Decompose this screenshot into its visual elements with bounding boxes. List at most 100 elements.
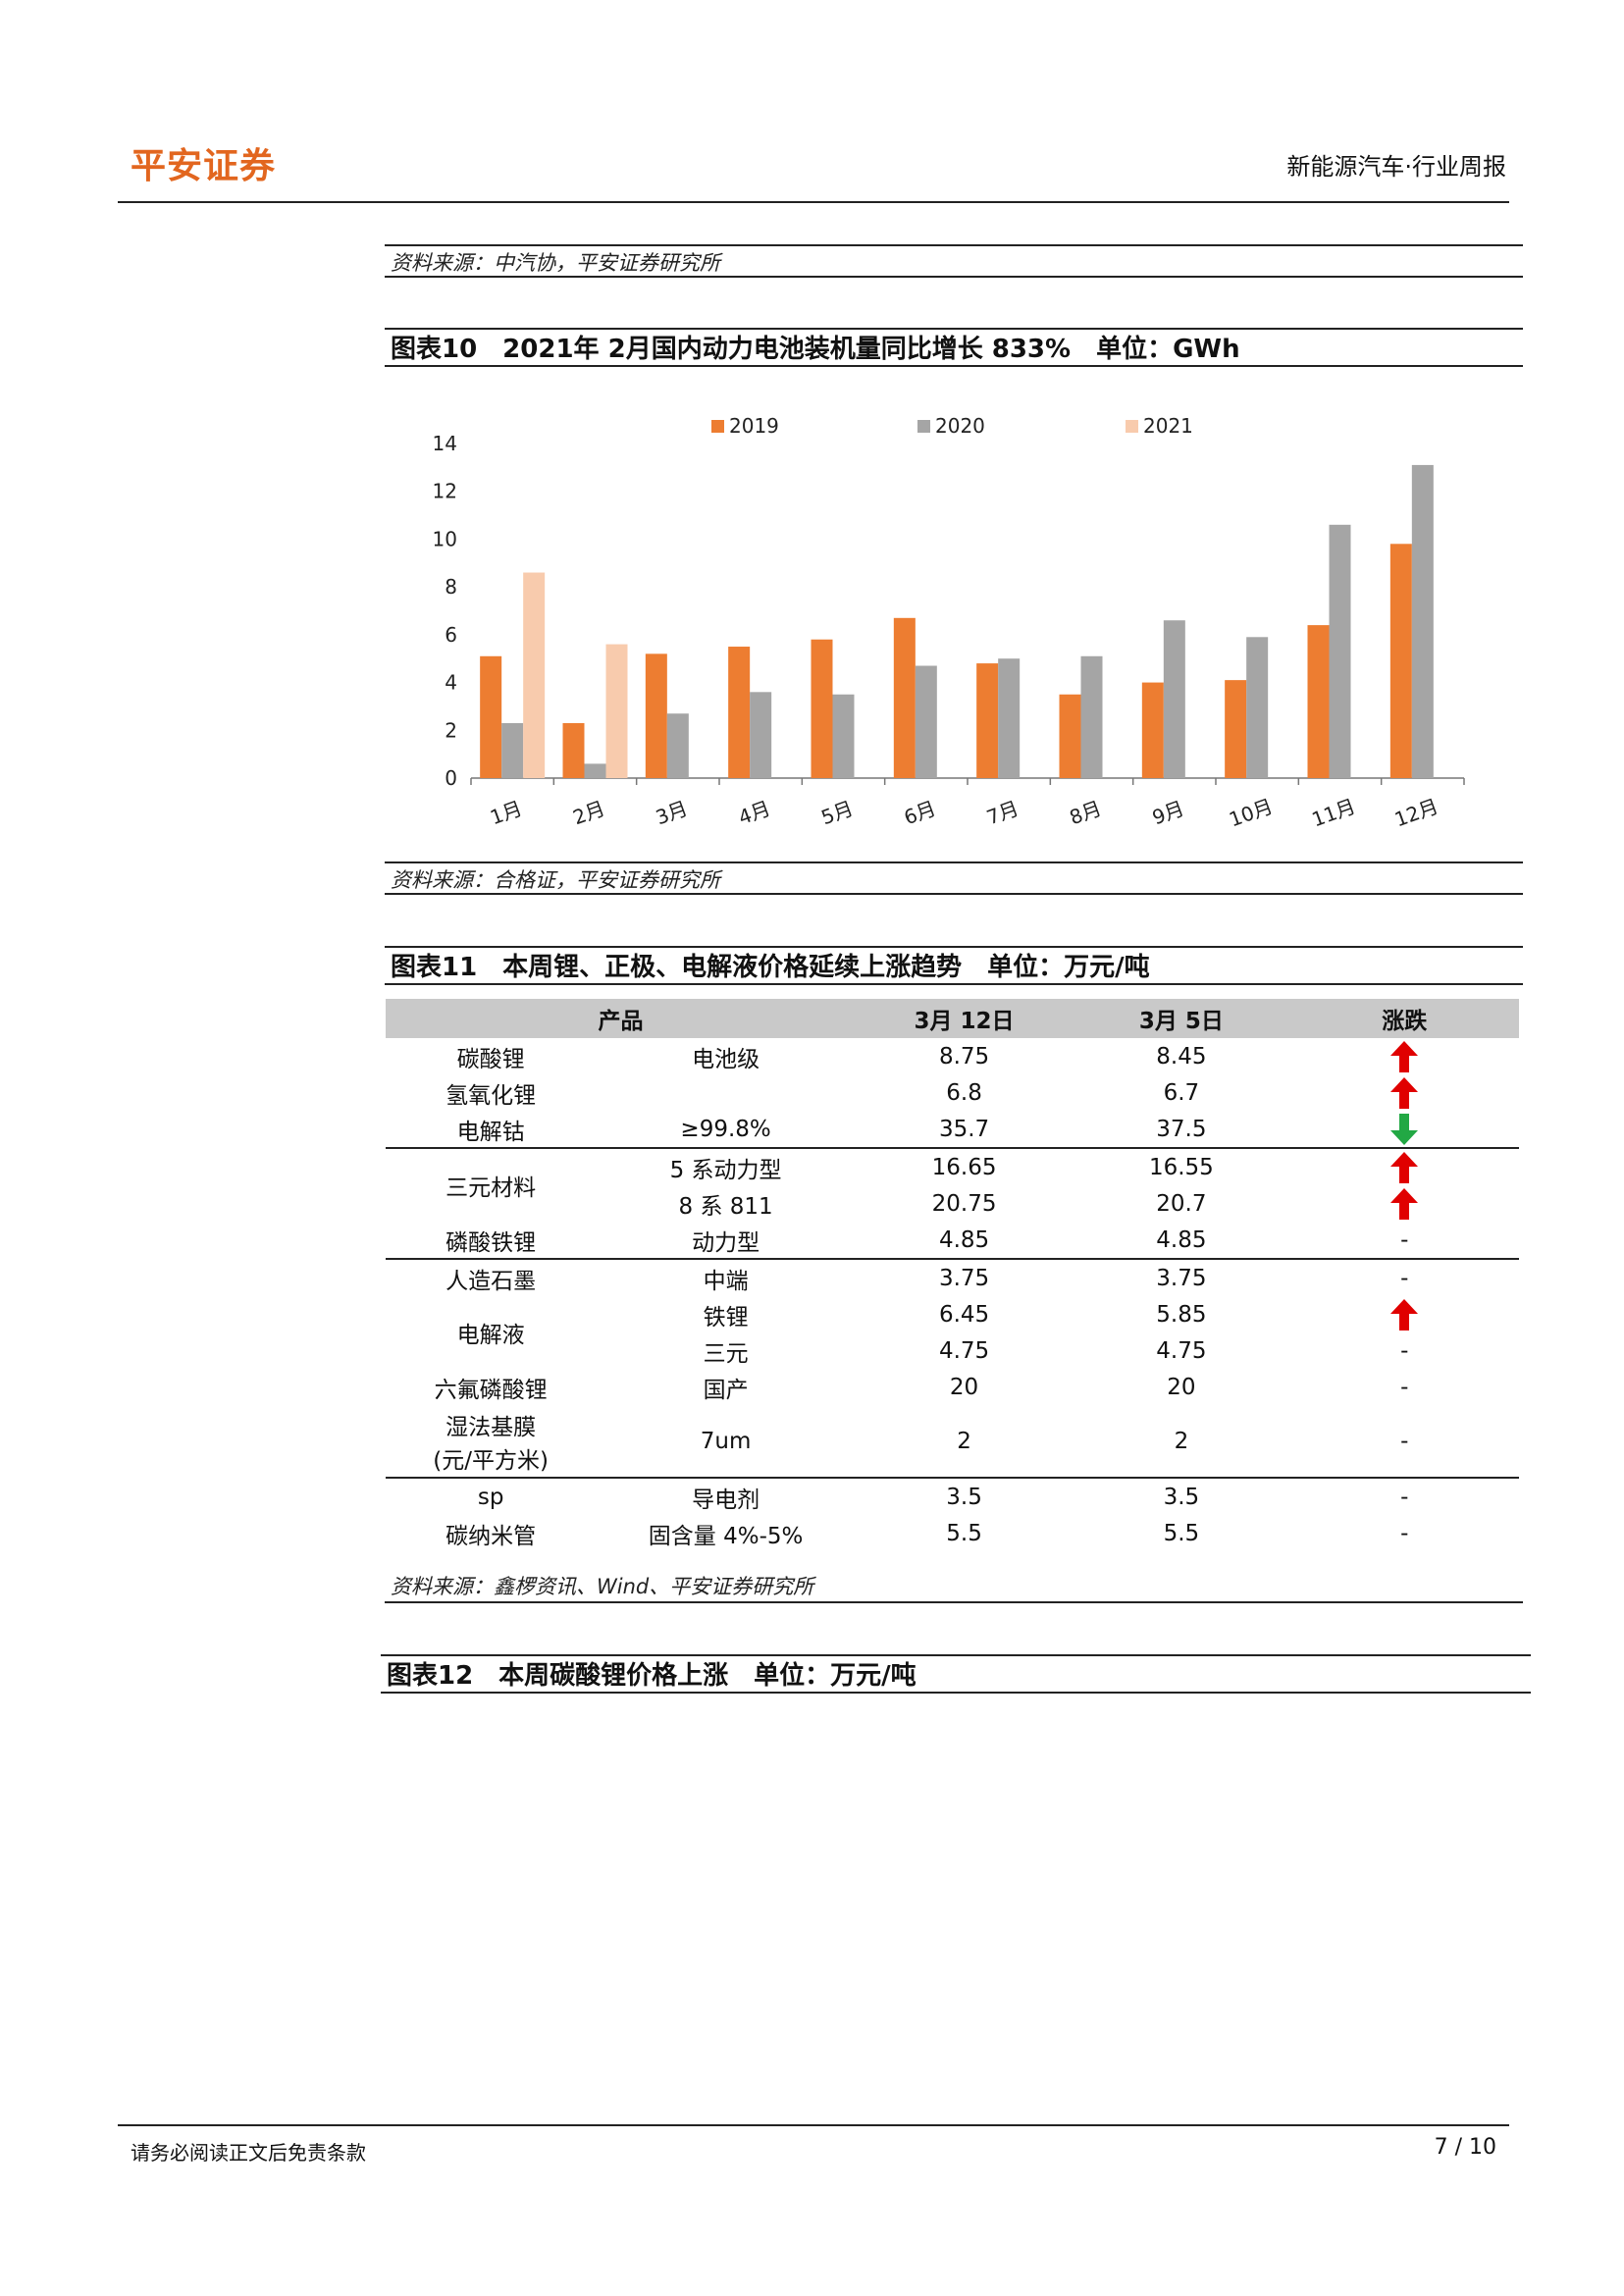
cell-spec: 铁锂: [703, 1304, 749, 1331]
legend-label-2019: 2019: [729, 414, 779, 438]
cell-spec: 国产: [703, 1377, 749, 1403]
x-tick-label: 7月: [983, 797, 1022, 830]
bar-2020-6月: [915, 665, 937, 778]
bar-2020-7月: [998, 658, 1021, 778]
report-type: 新能源汽车·行业周报: [1286, 153, 1506, 181]
bar-2019-12月: [1389, 544, 1412, 778]
bar-2019-8月: [1059, 694, 1081, 778]
cell-trend: -: [1289, 1258, 1519, 1296]
table-row: 碳纳米管 固含量 4%-5% 5.5 5.5 -: [386, 1515, 1519, 1551]
cell-product: 电解钴: [456, 1119, 525, 1145]
cell-mar5: 3.75: [1073, 1258, 1290, 1296]
bar-2020-9月: [1163, 620, 1185, 778]
cell-trend: -: [1289, 1477, 1519, 1515]
cell-mar12: 35.7: [938, 1116, 990, 1142]
bar-2020-11月: [1329, 524, 1351, 778]
y-tick-label: 2: [445, 718, 457, 742]
col-header-product: 产品: [386, 999, 856, 1038]
y-tick-label: 10: [433, 527, 457, 550]
cell-product: 氢氧化锂: [445, 1082, 537, 1109]
bar-2020-2月: [584, 763, 606, 778]
up-arrow-icon: [1390, 1298, 1419, 1331]
bar-2020-8月: [1080, 655, 1103, 778]
down-arrow-icon: [1390, 1113, 1419, 1145]
cell-product: 人造石墨: [386, 1258, 597, 1296]
x-tick-label: 4月: [735, 797, 773, 830]
cell-trend: [1290, 1185, 1519, 1222]
up-arrow-icon: [1390, 1040, 1419, 1072]
bar-2020-1月: [501, 722, 524, 778]
up-arrow-icon: [1390, 1076, 1419, 1109]
x-tick-label: 3月: [653, 797, 691, 830]
cell-spec: 固含量 4%-5%: [648, 1523, 804, 1549]
x-tick-label: 5月: [818, 797, 857, 830]
cell-spec: 5 系动力型: [596, 1147, 856, 1185]
legend-swatch-2020: [917, 420, 930, 433]
legend-swatch-2021: [1126, 420, 1138, 433]
legend-label-2021: 2021: [1143, 414, 1193, 438]
company-logo: 平安证券: [131, 146, 277, 186]
cell-product: 磷酸铁锂: [445, 1229, 537, 1256]
cell-spec: 动力型: [692, 1229, 760, 1256]
table-row: 三元 4.75 4.75 -: [386, 1332, 1519, 1369]
cell-mar5: 5.5: [1163, 1520, 1200, 1546]
bar-2021-2月: [605, 644, 628, 778]
figure11-title: 图表11 本周锂、正极、电解液价格延续上涨趋势 单位：万元/吨: [385, 946, 1523, 985]
cell-spec: 电池级: [692, 1046, 760, 1072]
cell-mar12: 8.75: [938, 1043, 990, 1070]
table-row: 湿法基膜 (元/平方米) 7um 2 2 -: [386, 1405, 1519, 1478]
cell-mar12: 3.5: [855, 1477, 1074, 1515]
cell-mar5: 2: [1174, 1428, 1189, 1454]
cell-spec: 中端: [596, 1258, 856, 1296]
cell-mar5: 16.55: [1073, 1147, 1290, 1185]
cell-mar12: 2: [957, 1428, 971, 1454]
cell-mar12: 16.65: [855, 1147, 1074, 1185]
table-row: 电解液 铁锂 6.45 5.85: [386, 1296, 1519, 1348]
cell-product: 三元材料: [386, 1147, 597, 1222]
table-row: 8 系 811 20.75 20.7: [386, 1185, 1519, 1222]
col-header-trend: 涨跌: [1289, 999, 1519, 1038]
bar-2019-3月: [645, 653, 667, 778]
cell-trend: -: [1400, 1520, 1409, 1546]
source-note-1: 资料来源：中汽协，平安证券研究所: [385, 244, 1523, 278]
figure12-title: 图表12 本周碳酸锂价格上涨 单位：万元/吨: [381, 1654, 1531, 1694]
bar-2019-2月: [562, 722, 585, 778]
cell-product: sp: [386, 1477, 597, 1515]
cell-trend: [1290, 1038, 1519, 1074]
cell-product: 六氟磷酸锂: [434, 1377, 548, 1403]
cell-mar5: 5.85: [1156, 1301, 1207, 1328]
bar-2019-1月: [480, 655, 502, 778]
x-tick-label: 8月: [1067, 797, 1105, 830]
y-tick-label: 12: [433, 480, 457, 503]
col-header-mar12: 3月 12日: [855, 999, 1074, 1038]
cell-trend: [1290, 1074, 1519, 1111]
cell-spec: 8 系 811: [678, 1193, 773, 1220]
footer-divider: [118, 2124, 1509, 2126]
footer-disclaimer: 请务必阅读正文后免责条款: [131, 2141, 366, 2165]
cell-mar5: 4.75: [1156, 1337, 1207, 1364]
cell-product-line: 湿法基膜: [445, 1414, 537, 1440]
header-divider: [118, 201, 1509, 203]
col-header-mar5: 3月 5日: [1073, 999, 1290, 1038]
table-row: 三元材料 5 系动力型 16.65 16.55: [386, 1147, 1519, 1222]
cell-mar12: 4.75: [938, 1337, 990, 1364]
y-tick-label: 6: [445, 623, 457, 647]
cell-mar5: 20: [1167, 1374, 1196, 1400]
up-arrow-icon: [1390, 1151, 1419, 1183]
table-row: 人造石墨 中端 3.75 3.75-: [386, 1258, 1519, 1296]
cell-mar5: 3.5: [1073, 1477, 1290, 1515]
table-row: 氢氧化锂 6.8 6.7: [386, 1074, 1519, 1111]
x-tick-label: 12月: [1391, 794, 1441, 831]
table-row: 六氟磷酸锂 国产 20 20 -: [386, 1369, 1519, 1405]
bar-2019-6月: [893, 617, 916, 778]
cell-trend: -: [1400, 1428, 1409, 1454]
up-arrow-icon: [1390, 1187, 1419, 1220]
figure10-bar-chart: 0 2 4 6 8 10 12 14 1月 2月 3月 4月 5月 6月 7月 8月 9月 10月 11月 12月 20…: [433, 414, 1465, 831]
cell-product: 湿法基膜 (元/平方米): [386, 1405, 596, 1478]
cell-mar5: 8.45: [1156, 1043, 1207, 1070]
cell-spec: [596, 1074, 856, 1111]
cell-spec: 7um: [700, 1428, 752, 1454]
price-table: 产品 3月 12日 3月 5日 涨跌 碳酸锂 电池级 8.75 8.45 氢氧化锂 6.8…: [386, 999, 1519, 1551]
x-tick-label: 2月: [570, 797, 608, 830]
cell-mar12: 6.45: [938, 1301, 990, 1328]
